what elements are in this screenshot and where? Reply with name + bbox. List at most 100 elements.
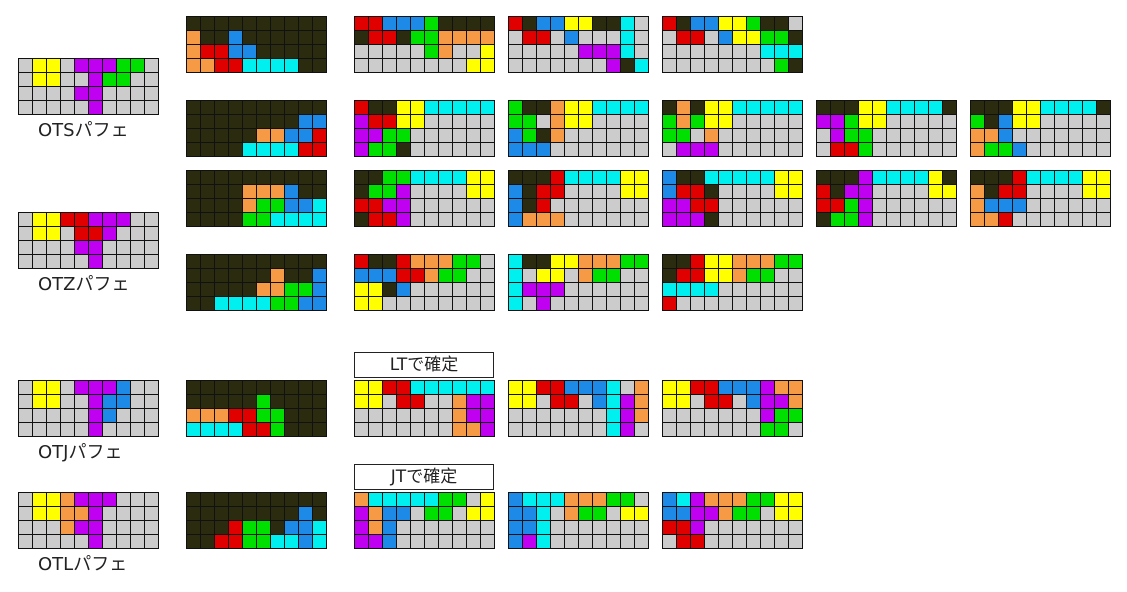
board-cell: [75, 59, 89, 73]
board-cell: [733, 535, 747, 549]
board-cell: [1069, 185, 1083, 199]
board-cell: [215, 115, 229, 129]
board-cell: [607, 395, 621, 409]
board-cell: [621, 283, 635, 297]
board-cell: [467, 171, 481, 185]
board-cell: [397, 297, 411, 311]
board-cell: [775, 143, 789, 157]
board-cell: [1069, 101, 1083, 115]
board-cell: [677, 395, 691, 409]
board-cell: [61, 423, 75, 437]
board-cell: [621, 493, 635, 507]
board-cell: [383, 423, 397, 437]
board-cell: [1069, 171, 1083, 185]
board-cell: [593, 269, 607, 283]
board-cell: [663, 507, 677, 521]
board-cell: [789, 535, 803, 549]
board-cell: [355, 31, 369, 45]
board-cell: [257, 17, 271, 31]
board-cell: [775, 381, 789, 395]
board-cell: [873, 115, 887, 129]
board-cell: [411, 535, 425, 549]
board-cell: [705, 129, 719, 143]
board-cell: [579, 31, 593, 45]
board-cell: [747, 381, 761, 395]
board-cell: [481, 521, 495, 535]
board-cell: [901, 213, 915, 227]
board-cell: [523, 185, 537, 199]
board-cell: [705, 59, 719, 73]
board-cell: [453, 423, 467, 437]
board-cell: [299, 381, 313, 395]
row4-result-board: [662, 254, 803, 311]
board-cell: [369, 255, 383, 269]
board-cell: [971, 115, 985, 129]
board-cell: [285, 17, 299, 31]
board-cell: [1013, 185, 1027, 199]
board-cell: [789, 521, 803, 535]
board-cell: [229, 31, 243, 45]
board-cell: [551, 17, 565, 31]
row5-result-board: [508, 380, 649, 437]
board-cell: [33, 381, 47, 395]
board-cell: [971, 213, 985, 227]
board-cell: [271, 297, 285, 311]
board-cell: [117, 409, 131, 423]
board-cell: [635, 199, 649, 213]
board-cell: [383, 31, 397, 45]
board-cell: [523, 535, 537, 549]
board-cell: [915, 101, 929, 115]
board-cell: [621, 115, 635, 129]
board-cell: [789, 129, 803, 143]
board-cell: [89, 535, 103, 549]
board-cell: [971, 143, 985, 157]
board-cell: [537, 129, 551, 143]
board-cell: [117, 73, 131, 87]
board-cell: [509, 185, 523, 199]
board-cell: [425, 101, 439, 115]
board-cell: [299, 143, 313, 157]
board-cell: [243, 17, 257, 31]
board-cell: [1041, 129, 1055, 143]
row1-result-board: [508, 16, 649, 73]
board-cell: [89, 493, 103, 507]
board-cell: [747, 45, 761, 59]
board-cell: [271, 409, 285, 423]
board-cell: [229, 269, 243, 283]
board-cell: [677, 283, 691, 297]
board-cell: [425, 45, 439, 59]
board-cell: [285, 409, 299, 423]
board-cell: [705, 45, 719, 59]
board-cell: [691, 395, 705, 409]
board-cell: [201, 31, 215, 45]
board-cell: [355, 297, 369, 311]
board-cell: [187, 171, 201, 185]
board-cell: [747, 507, 761, 521]
board-cell: [257, 143, 271, 157]
board-cell: [579, 59, 593, 73]
board-cell: [775, 493, 789, 507]
board-cell: [537, 395, 551, 409]
board-cell: [257, 409, 271, 423]
board-cell: [677, 185, 691, 199]
board-cell: [439, 395, 453, 409]
board-cell: [299, 129, 313, 143]
board-cell: [397, 493, 411, 507]
board-cell: [999, 115, 1013, 129]
board-cell: [271, 143, 285, 157]
board-cell: [103, 423, 117, 437]
board-cell: [775, 31, 789, 45]
board-cell: [761, 521, 775, 535]
board-cell: [663, 59, 677, 73]
board-cell: [439, 493, 453, 507]
board-cell: [579, 493, 593, 507]
board-cell: [607, 143, 621, 157]
board-cell: [397, 101, 411, 115]
board-cell: [663, 535, 677, 549]
board-cell: [733, 115, 747, 129]
board-cell: [47, 241, 61, 255]
board-cell: [747, 409, 761, 423]
board-cell: [299, 535, 313, 549]
board-cell: [383, 101, 397, 115]
board-cell: [523, 171, 537, 185]
